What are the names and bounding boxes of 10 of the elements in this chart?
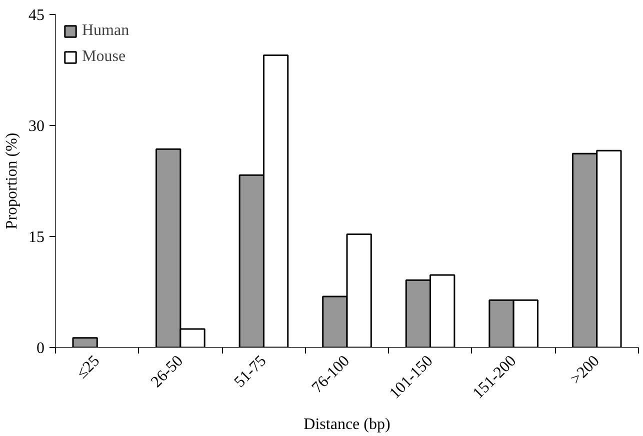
legend-label: Mouse — [82, 48, 126, 66]
x-axis-title: Distance (bp) — [304, 416, 390, 434]
y-tick-label: 30 — [28, 118, 44, 135]
y-tick-label: 45 — [28, 7, 44, 24]
y-axis-title: Proportion (%) — [4, 132, 20, 230]
y-tick-label: 15 — [28, 229, 44, 246]
legend-label: Human — [82, 22, 130, 40]
bar — [72, 337, 98, 348]
x-tick-label: ≤25 — [74, 352, 104, 382]
y-tick-label: 0 — [36, 340, 44, 357]
